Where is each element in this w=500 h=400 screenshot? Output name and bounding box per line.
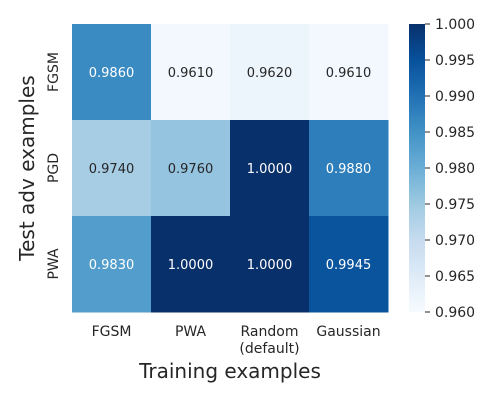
- heatmap-cell: [72, 216, 152, 313]
- colorbar-tick-label: 0.990: [435, 89, 475, 105]
- colorbar-ticks: 0.960 0.965 0.970 0.975 0.980 0.985 0.990 0.995…: [425, 17, 475, 321]
- heatmap-cell: [309, 120, 389, 217]
- heatmap-cell: [151, 216, 231, 313]
- cell-value-label: 0.9880: [326, 162, 372, 177]
- cell-value-label: 0.9830: [89, 258, 135, 273]
- cell-value-labels: 0.9860 0.9610 0.9620 0.9610 0.9740 0.9760 1.00…: [89, 66, 372, 273]
- colorbar-tick-label: 0.975: [435, 197, 475, 213]
- heatmap-cells: [72, 24, 389, 313]
- cell-value-label: 0.9610: [326, 66, 372, 81]
- heatmap-cell: [230, 120, 310, 217]
- y-tick-label: PGD: [46, 153, 62, 183]
- cell-value-label: 1.0000: [247, 162, 293, 177]
- x-tick-label: Random (default): [239, 324, 299, 357]
- colorbar-tick-label: 0.985: [435, 125, 475, 141]
- heatmap-cell: [72, 24, 152, 121]
- heatmap-cell: [151, 120, 231, 217]
- colorbar-tick-label: 0.960: [435, 305, 475, 321]
- y-tick-labels: FGSM PGD PWA: [46, 52, 62, 279]
- colorbar-tick-label: 1.000: [435, 17, 475, 33]
- y-tick-label: PWA: [46, 248, 62, 280]
- cell-value-label: 0.9610: [168, 66, 214, 81]
- heatmap-cell: [309, 24, 389, 121]
- heatmap-cell: [230, 24, 310, 121]
- colorbar-tick-label: 0.970: [435, 233, 475, 249]
- x-axis-label: Training examples: [138, 359, 321, 383]
- x-tick-label: Gaussian: [316, 324, 380, 340]
- colorbar-tick-label: 0.980: [435, 161, 475, 177]
- cell-value-label: 0.9945: [326, 258, 372, 273]
- cell-value-label: 0.9860: [89, 66, 135, 81]
- heatmap-cell: [230, 216, 310, 313]
- cell-value-label: 1.0000: [247, 258, 293, 273]
- y-tick-label: FGSM: [46, 52, 62, 92]
- y-axis-label: Test adv examples: [15, 75, 39, 261]
- heatmap-cell: [309, 216, 389, 313]
- heatmap-cell: [151, 24, 231, 121]
- x-tick-label: PWA: [175, 324, 207, 340]
- x-tick-labels: FGSM PWA Random (default) Gaussian: [92, 324, 381, 357]
- colorbar-tick-label: 0.995: [435, 53, 475, 69]
- colorbar-tick-label: 0.965: [435, 269, 475, 285]
- cell-value-label: 0.9740: [89, 162, 135, 177]
- x-tick-label: FGSM: [92, 324, 132, 340]
- colorbar: [409, 24, 425, 312]
- cell-value-label: 0.9760: [168, 162, 214, 177]
- heatmap-cell: [72, 120, 152, 217]
- cell-value-label: 1.0000: [168, 258, 214, 273]
- cell-value-label: 0.9620: [247, 66, 293, 81]
